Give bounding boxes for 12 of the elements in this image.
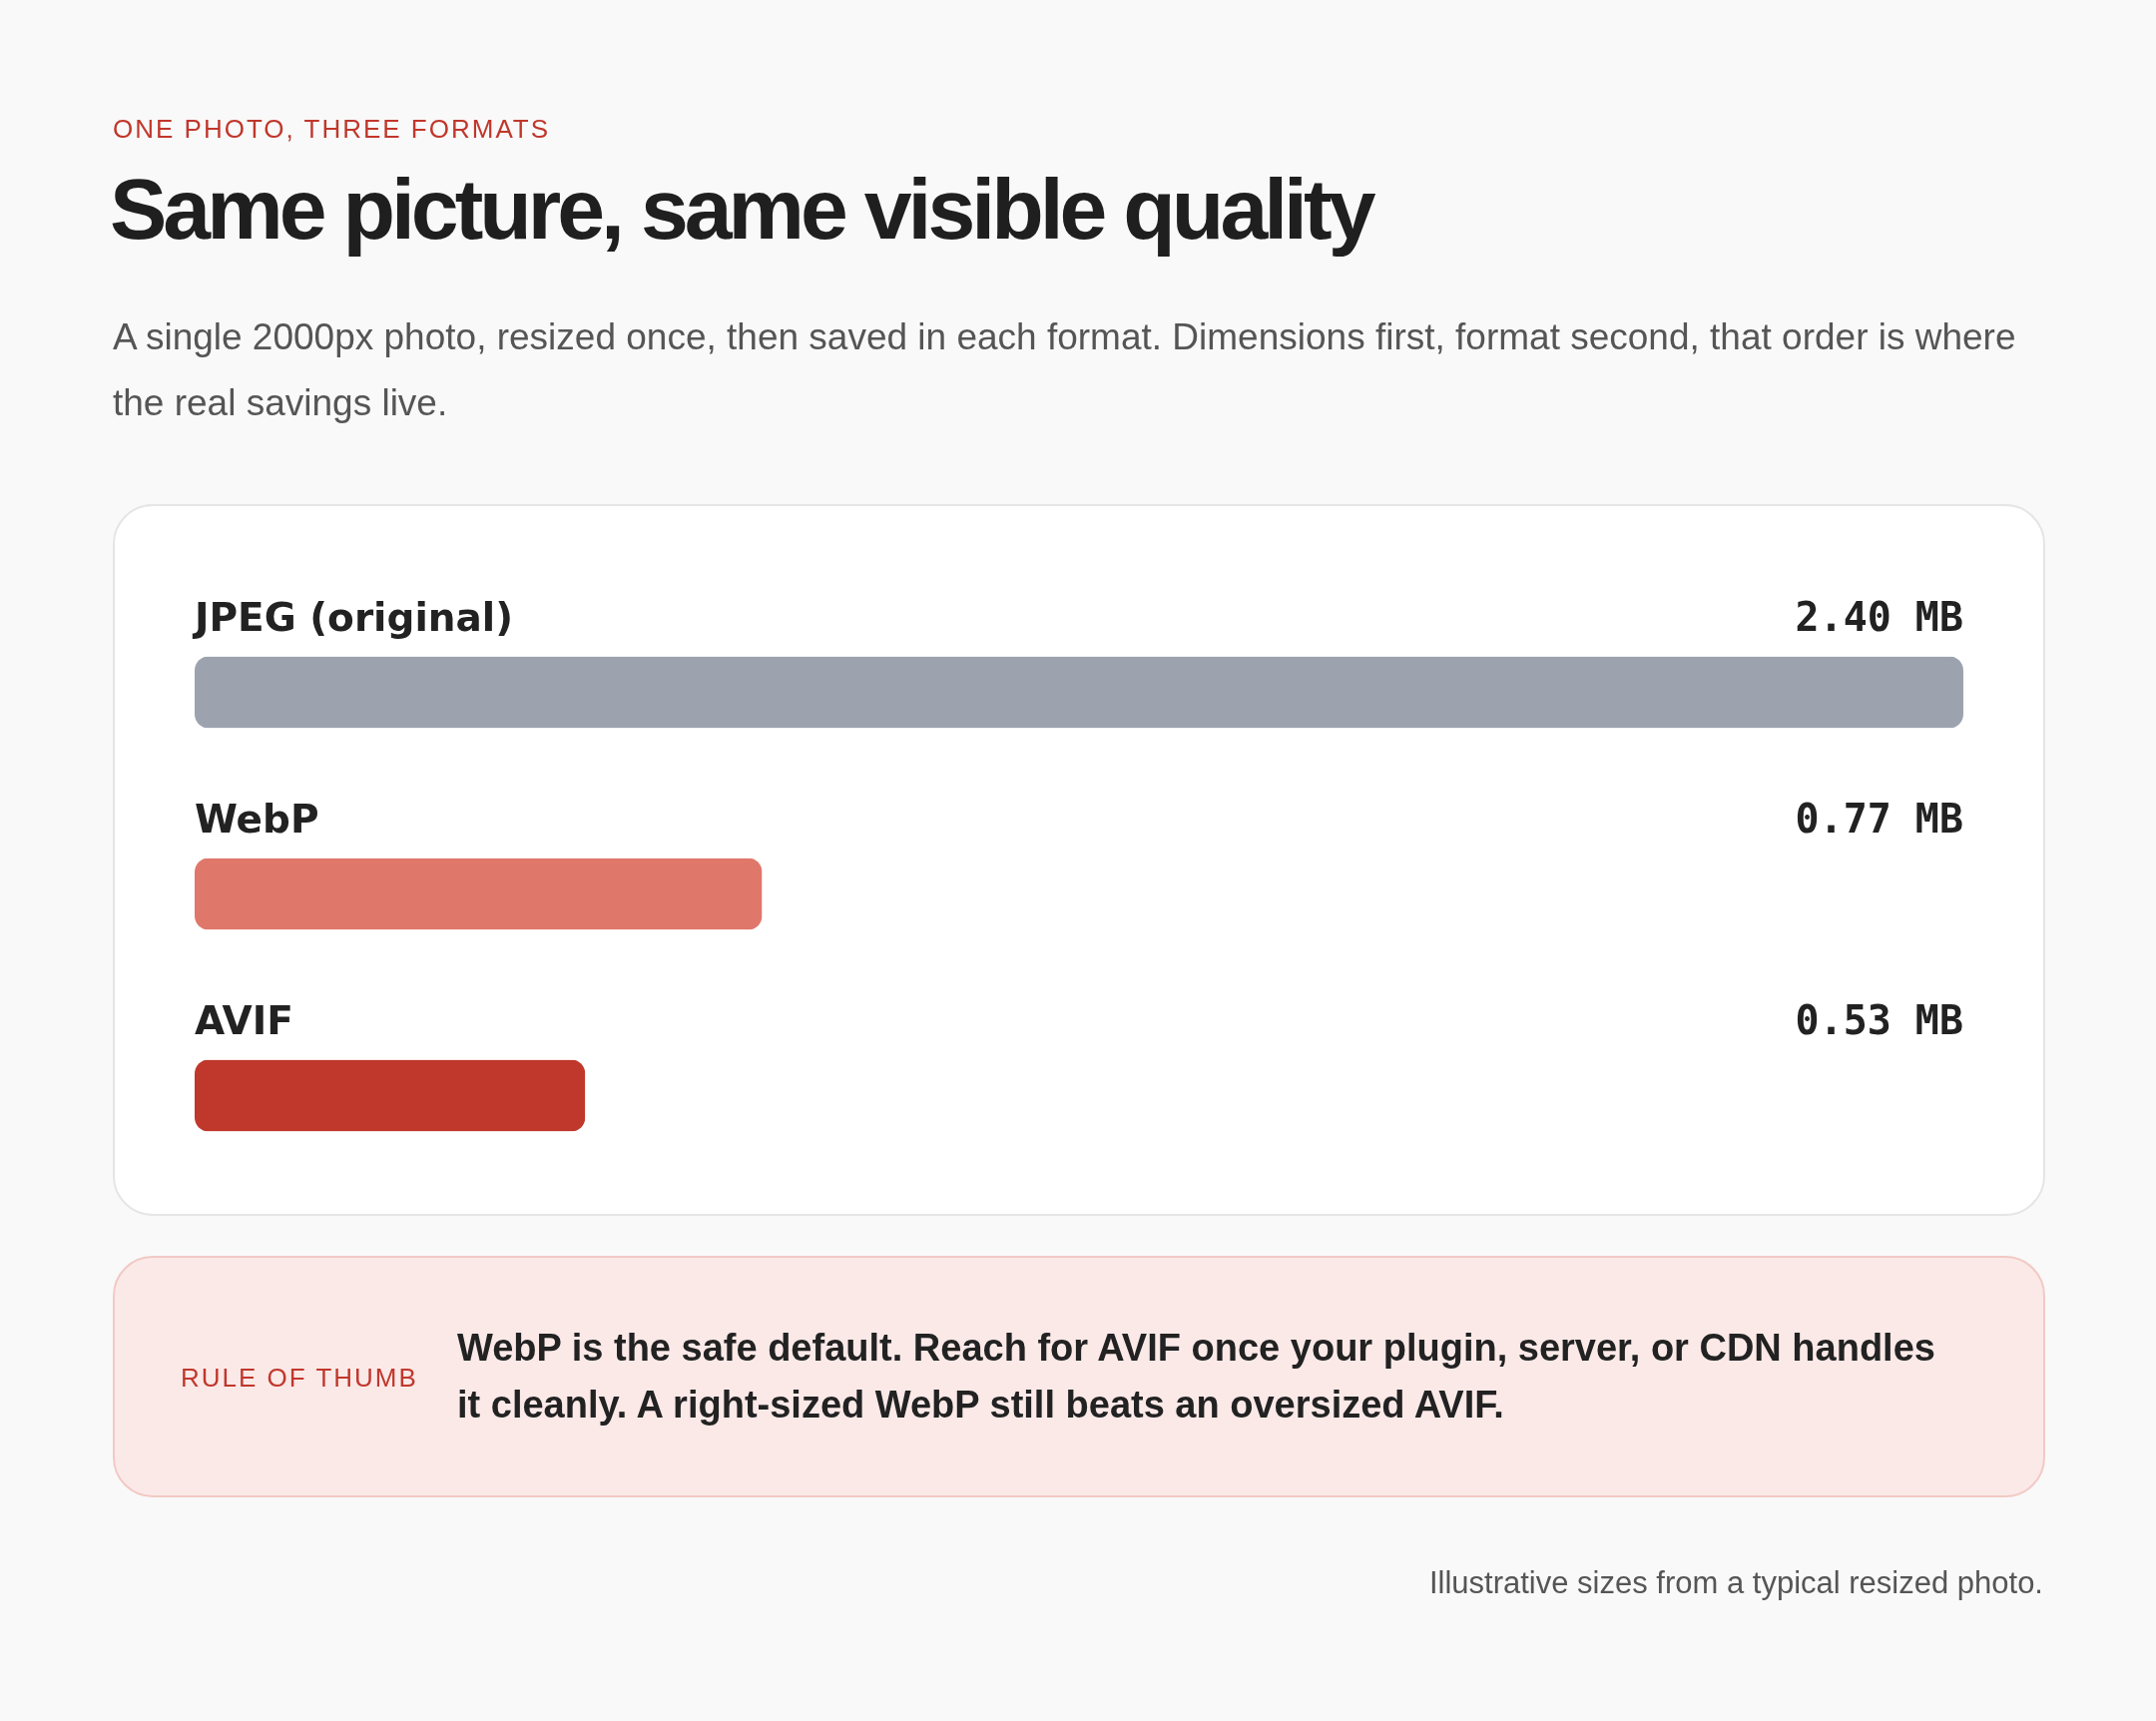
data-label: 0.53 MB [1795, 996, 1963, 1043]
text: RULE OF THUMB [181, 1363, 418, 1394]
data-label: 0.77 MB [1795, 795, 1963, 842]
data-label: 2.40 MB [1795, 593, 1963, 640]
y-tick-label: WebP [195, 796, 319, 842]
y-tick-label: JPEG (original) [192, 594, 513, 640]
text: Illustrative sizes from a typical resized photo. [1428, 1565, 2043, 1601]
chart-subtitle: A single 2000px photo, resized once, then saved in each format. Dimensions first, format second, that order is where the real savings live. [113, 315, 2017, 425]
text: WebP is the safe default. Reach for AVIF once your plugin, server, or CDN handles it cleanly. A right-sized WebP still beats an oversized AVIF. [457, 1326, 1936, 1428]
chart-title: Same picture, same visible quality [110, 160, 1372, 259]
y-tick-label: AVIF [195, 997, 293, 1043]
text: ONE PHOTO, THREE FORMATS [113, 114, 551, 145]
